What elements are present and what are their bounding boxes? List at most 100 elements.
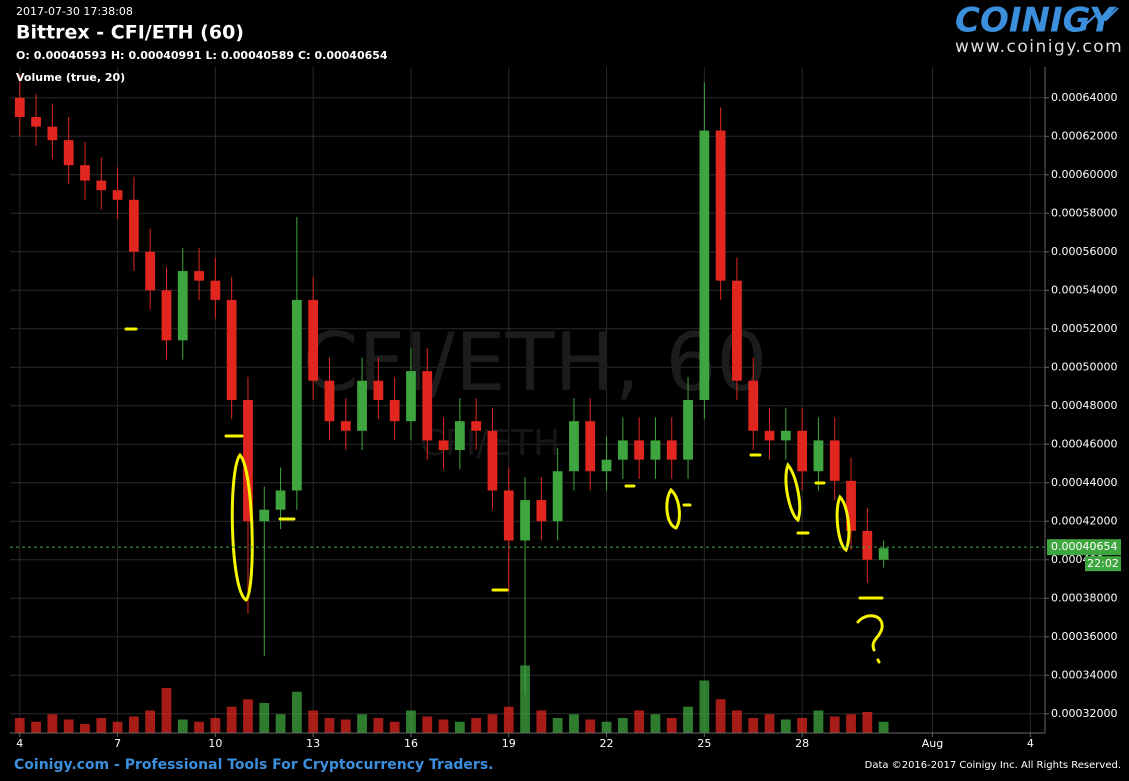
x-tick-label: 10: [208, 737, 222, 750]
volume-bar: [422, 716, 433, 733]
candle-body: [601, 459, 612, 472]
volume-bar: [340, 719, 351, 733]
candle-body: [536, 500, 547, 522]
volume-bar: [862, 712, 873, 733]
candle-body: [243, 400, 253, 522]
candle-body: [340, 421, 351, 431]
volume-bar: [47, 714, 58, 733]
x-tick-label: 7: [114, 737, 121, 750]
volume-bar: [324, 718, 335, 733]
candle-body: [862, 530, 873, 560]
y-tick-label: 0.00056000: [1051, 245, 1117, 258]
chart-title: Bittrex - CFI/ETH (60): [16, 22, 244, 44]
volume-bar: [406, 710, 416, 733]
volume-bar: [797, 718, 808, 733]
drawings: [124, 327, 884, 664]
volume-bar: [357, 714, 367, 733]
candle-body: [291, 299, 302, 491]
candle-body: [552, 471, 563, 522]
volume-bar: [177, 719, 188, 733]
x-tick-label: 22: [600, 737, 614, 750]
y-tick-label: 0.00064000: [1051, 91, 1117, 104]
volume-bar: [601, 721, 612, 733]
last-price-box: [1047, 539, 1121, 556]
candle-body: [699, 130, 710, 400]
y-tick-label: 0.00046000: [1051, 437, 1117, 450]
x-tick-label: 13: [306, 737, 320, 750]
x-tick-label: 28: [795, 737, 809, 750]
candle-body: [324, 380, 335, 422]
volume-bar: [650, 714, 661, 733]
x-tick-label: 4: [1027, 737, 1034, 750]
candle-body: [634, 440, 645, 460]
candle-body: [373, 380, 384, 400]
y-tick-label: 0.00042000: [1051, 514, 1117, 527]
ohlc-label: L:: [206, 49, 217, 62]
candle-body: [471, 421, 482, 431]
y-tick-label: 0.00052000: [1051, 322, 1117, 335]
volume-bar: [194, 721, 204, 733]
candle-body: [829, 440, 840, 481]
candle-body: [406, 371, 416, 422]
candle-body: [732, 280, 742, 381]
volume-bar: [161, 688, 172, 733]
volume-bar: [373, 718, 384, 733]
candle-body: [715, 130, 726, 281]
ohlc-label: C:: [298, 49, 310, 62]
candle-body: [259, 509, 270, 522]
volume-bar: [80, 724, 90, 733]
volume-label: Volume (true, 20): [16, 71, 125, 84]
volume-bar: [63, 719, 74, 733]
candle-body: [14, 97, 25, 118]
ohlc-label: H:: [111, 49, 125, 62]
y-tick-label: 0.00036000: [1051, 630, 1117, 643]
volume-bar: [259, 703, 270, 733]
candle-body: [226, 299, 237, 400]
candle-body: [194, 271, 204, 281]
volume-bar: [552, 718, 563, 733]
volume-bar: [732, 710, 742, 733]
volume-bar: [210, 718, 221, 733]
volume-bar: [112, 721, 123, 733]
volume-bar: [634, 710, 645, 733]
x-tick-label: 16: [404, 737, 418, 750]
y-tick-label: 0.00050000: [1051, 360, 1117, 373]
candle-body: [438, 440, 449, 451]
volume-bar: [683, 706, 693, 733]
volume-bar: [780, 719, 791, 733]
candle-body: [650, 440, 661, 460]
candle-body: [520, 500, 530, 541]
volume-bar: [748, 718, 759, 733]
x-tick-label: 4: [16, 737, 23, 750]
volume-bar: [536, 710, 547, 733]
ohlc-value: 0.00040589: [221, 49, 294, 62]
y-tick-label: 0.00032000: [1051, 707, 1117, 720]
candle-body: [878, 548, 889, 560]
volume-bar: [846, 714, 856, 733]
candle-body: [764, 430, 775, 441]
candle-body: [275, 490, 286, 510]
footer-tagline: Coinigy.com - Professional Tools For Cry…: [14, 757, 493, 773]
volume-bar: [389, 721, 400, 733]
ohlc-value: 0.00040654: [315, 49, 388, 62]
candle-body: [487, 430, 498, 491]
volume-bar: [487, 714, 498, 733]
volume-bar: [878, 721, 889, 733]
volume-bar: [813, 710, 824, 733]
volume-bar: [243, 699, 253, 733]
candle-body: [813, 440, 824, 472]
candle-body: [797, 430, 808, 472]
candle-body: [617, 440, 628, 460]
y-tick-label: 0.00060000: [1051, 168, 1117, 181]
y-tick-label: 0.00058000: [1051, 206, 1117, 219]
candle-body: [177, 271, 188, 341]
candle-body: [145, 251, 156, 291]
volume-bar: [666, 718, 677, 733]
candle-body: [389, 400, 400, 422]
ohlc-label: O:: [16, 49, 30, 62]
y-tick-label: 0.00038000: [1051, 591, 1117, 604]
ohlc-summary: O: 0.00040593 H: 0.00040991 L: 0.00040589 C: 0.…: [16, 49, 388, 62]
candle-body: [63, 140, 74, 166]
y-tick-label: 0.00062000: [1051, 129, 1117, 142]
